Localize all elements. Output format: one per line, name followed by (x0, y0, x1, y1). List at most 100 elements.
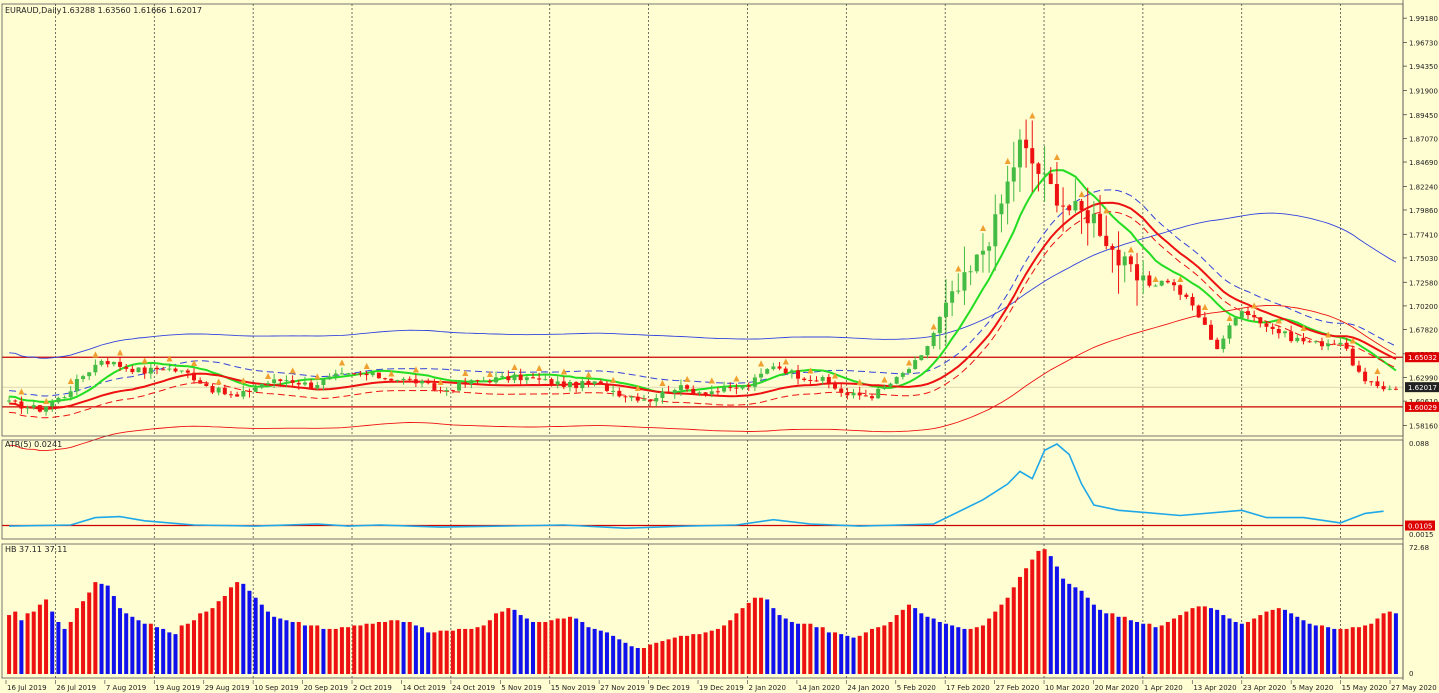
hb-bar (1387, 611, 1392, 674)
hb-bar (876, 627, 881, 674)
hb-bar (222, 595, 227, 674)
support-price-text: 1.60029 (1408, 404, 1437, 412)
hb-bar (826, 632, 831, 674)
candle-body (309, 382, 314, 389)
fractal-marker: ▲ (512, 362, 519, 371)
hb-bar (210, 608, 215, 674)
candle-body (438, 390, 443, 392)
hb-bar (315, 625, 320, 674)
hb-bar (1122, 616, 1127, 674)
candle-body (629, 396, 634, 398)
candle-body (376, 372, 381, 379)
candle-body (567, 381, 572, 387)
hb-bar (1338, 628, 1343, 674)
candle-body (1165, 280, 1170, 283)
fractal-marker: ▲ (388, 368, 395, 377)
hb-bar (1036, 550, 1041, 674)
candle-body (1184, 294, 1189, 297)
fractal-marker: ▲ (857, 377, 864, 386)
candle-body (580, 381, 585, 389)
candle-body (530, 377, 535, 379)
hb-bar (185, 623, 190, 674)
hb-bar (937, 621, 942, 674)
candle-body (876, 388, 881, 399)
fractal-marker: ▲ (906, 357, 913, 366)
hb-bar (13, 611, 18, 674)
candle-body (321, 379, 326, 386)
hb-bar (537, 621, 542, 674)
candle-body (1190, 296, 1195, 306)
hb-bar (715, 628, 720, 674)
hb-bar (253, 597, 258, 674)
candle-body (937, 316, 942, 334)
hb-bar (1252, 618, 1257, 674)
candle-body (506, 376, 511, 381)
date-gridlines (55, 4, 1341, 678)
fractal-marker: ▲ (659, 378, 666, 387)
fractal-marker: ▲ (92, 349, 99, 358)
hb-bar (19, 620, 24, 674)
candle-body (648, 399, 653, 402)
atr-title: ATR(5) 0.0241 (5, 440, 62, 449)
hb-bar (469, 628, 474, 674)
candle-body (1122, 256, 1127, 266)
candle-body (802, 378, 807, 380)
candle-body (660, 391, 665, 399)
date-label: 16 Jul 2019 (7, 684, 47, 692)
hb-bar (678, 635, 683, 674)
candle-body (463, 382, 468, 384)
hb-bar (142, 623, 147, 674)
candle-body (13, 400, 18, 402)
candle-body (173, 368, 178, 372)
hb-bar (752, 597, 757, 674)
hb-bar (598, 630, 603, 674)
fractal-marker: ▲ (684, 374, 691, 383)
candle-body (1369, 381, 1374, 383)
candle-body (999, 203, 1004, 215)
candle-body (697, 392, 702, 394)
candle-body (136, 367, 141, 373)
fractal-marker: ▲ (462, 368, 469, 377)
current-price-badge (1405, 382, 1439, 393)
hb-bar (1110, 613, 1115, 674)
candle-body (537, 378, 542, 380)
price-tick-label: 1.79860 (1409, 207, 1438, 215)
fractal-marker: ▲ (68, 376, 75, 385)
hb-bar (950, 625, 955, 674)
candle-body (635, 396, 640, 401)
hb-bar (1172, 618, 1177, 674)
hb-bar (481, 625, 486, 674)
hb-bar (1381, 613, 1386, 674)
candle-body (512, 374, 517, 381)
hb-bar (586, 627, 591, 674)
candle-body (1239, 311, 1244, 318)
date-label: 19 Dec 2019 (699, 684, 744, 692)
hb-bar (968, 628, 973, 674)
hb-bar (956, 627, 961, 674)
candle-body (641, 399, 646, 401)
price-tick-label: 1.75030 (1409, 255, 1438, 263)
candle-body (722, 387, 727, 392)
candle-body (99, 361, 104, 365)
hb-bar (346, 627, 351, 674)
candle-body (894, 376, 899, 384)
candle-body (420, 381, 425, 384)
date-label: 20 Mar 2020 (1094, 684, 1138, 692)
hb-bar (87, 592, 92, 674)
hb-bar (882, 625, 887, 674)
hb-bar (617, 639, 622, 674)
hb-bar (1116, 616, 1121, 674)
candle-body (228, 394, 233, 396)
hb-bar (740, 608, 745, 674)
hb-bar (1098, 609, 1103, 674)
fractal-marker: ▲ (1128, 244, 1135, 253)
candle-body (1036, 163, 1041, 174)
hb-bar (1165, 621, 1170, 674)
candle-body (826, 377, 831, 384)
candle-body (161, 369, 166, 371)
candle-body (1079, 200, 1084, 211)
price-tick-label: 1.77410 (1409, 231, 1438, 239)
hb-bar (1085, 597, 1090, 674)
fractal-marker: ▲ (438, 377, 445, 386)
